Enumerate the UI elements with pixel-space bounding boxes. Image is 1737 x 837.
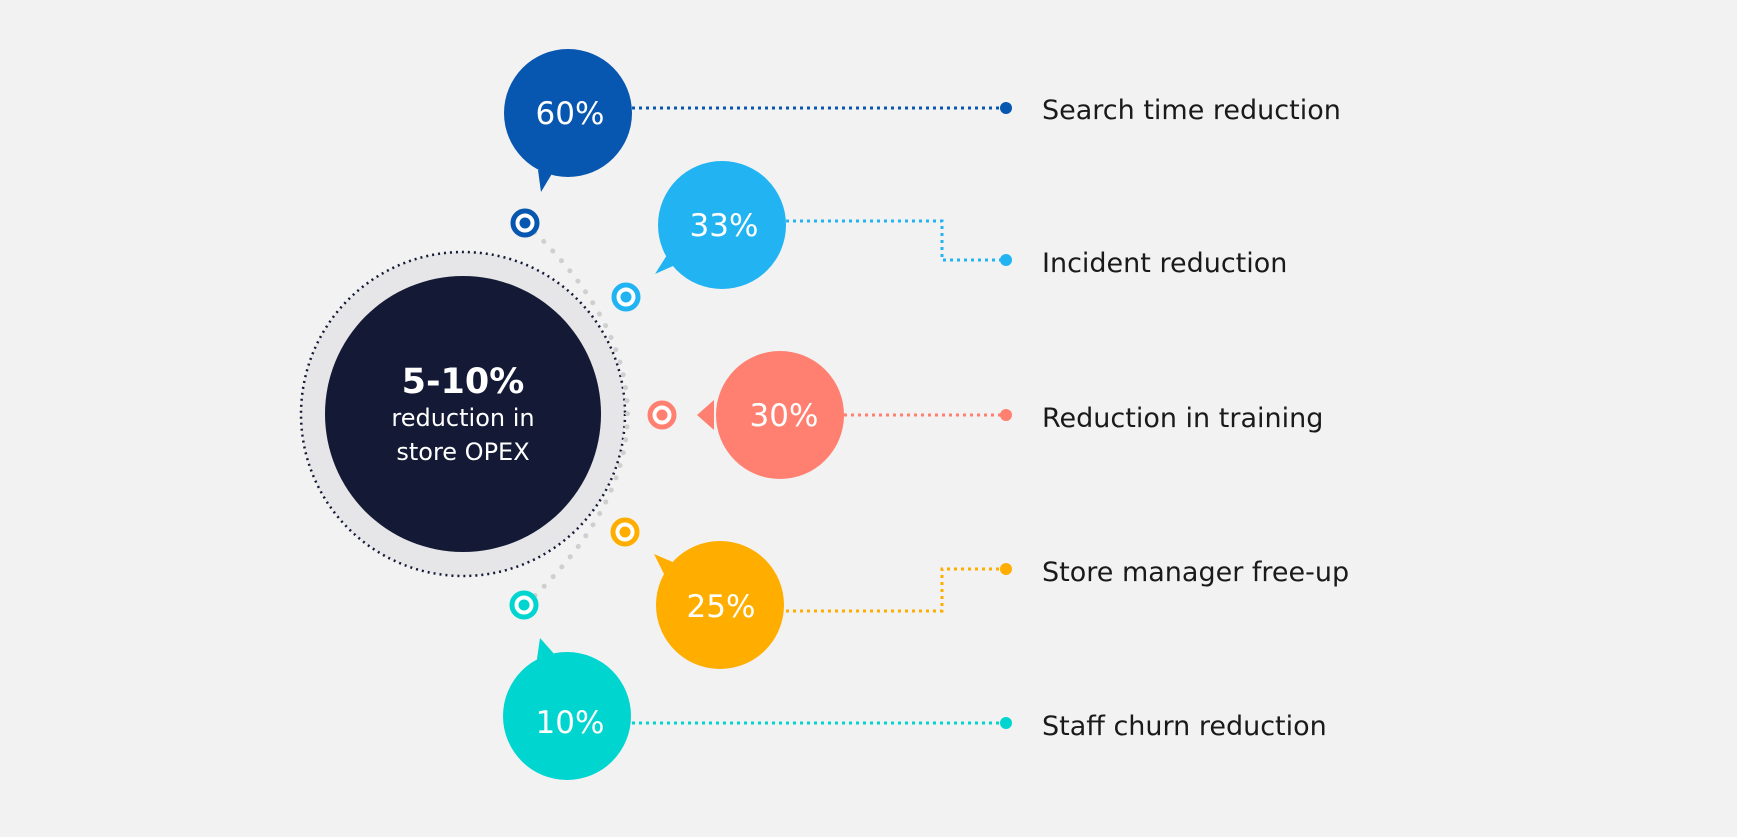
value-bubble xyxy=(658,161,786,289)
item-label: Reduction in training xyxy=(1042,403,1323,434)
value-text: 30% xyxy=(750,398,819,434)
marker-dot xyxy=(518,599,530,611)
hub-line-2: store OPEX xyxy=(396,438,529,466)
value-text: 60% xyxy=(536,96,605,132)
value-bubble xyxy=(656,541,784,669)
item-staff-churn: 10% Staff churn reduction xyxy=(503,590,1327,780)
connector-dot xyxy=(1000,102,1012,114)
connector-dot xyxy=(1000,254,1012,266)
connector-line xyxy=(786,567,1006,613)
value-bubble xyxy=(716,351,844,479)
item-store-manager: 25% Store manager free-up xyxy=(610,517,1349,669)
hub-line-1: reduction in xyxy=(391,404,534,432)
bubble-tail xyxy=(697,400,714,430)
marker-arc xyxy=(522,220,630,608)
item-label: Staff churn reduction xyxy=(1042,711,1327,742)
bubble-tail xyxy=(538,170,553,192)
item-search-time: 60% Search time reduction xyxy=(504,49,1341,238)
marker-dot xyxy=(519,217,531,229)
item-label: Store manager free-up xyxy=(1042,557,1349,588)
item-training: 30% Reduction in training xyxy=(647,351,1323,479)
connector-dot xyxy=(1000,717,1012,729)
value-text: 25% xyxy=(687,589,756,625)
hub-core xyxy=(325,276,601,552)
bubble-tail xyxy=(654,554,682,580)
marker-dot xyxy=(620,291,632,303)
hub: 5-10% reduction in store OPEX xyxy=(299,250,627,578)
marker-dot xyxy=(619,526,631,538)
value-text: 33% xyxy=(690,208,759,244)
item-incident: 33% Incident reduction xyxy=(611,161,1287,312)
value-bubble xyxy=(503,652,631,780)
bubble-tail-filler xyxy=(696,402,697,428)
connector-dot xyxy=(1000,563,1012,575)
marker-dot xyxy=(656,409,668,421)
connector-dot xyxy=(1000,409,1012,421)
value-text: 10% xyxy=(536,705,605,741)
hub-headline: 5-10% xyxy=(402,362,525,402)
connector-line xyxy=(786,219,1006,262)
item-label: Search time reduction xyxy=(1042,95,1341,126)
value-bubble xyxy=(504,49,632,177)
item-label: Incident reduction xyxy=(1042,248,1287,279)
